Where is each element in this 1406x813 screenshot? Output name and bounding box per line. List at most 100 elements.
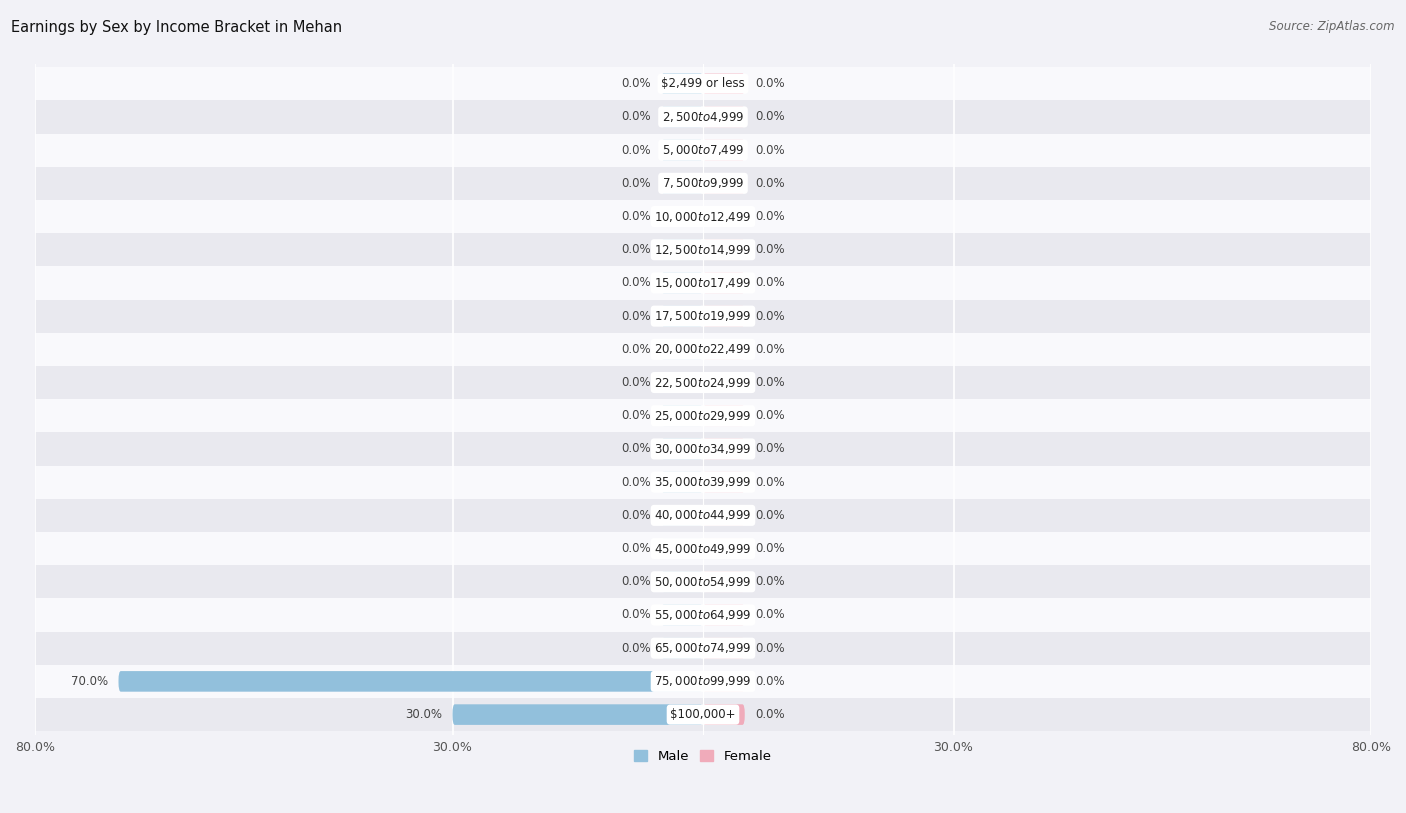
- Bar: [35, 433, 1371, 466]
- Text: 0.0%: 0.0%: [621, 476, 651, 489]
- Text: 0.0%: 0.0%: [755, 111, 785, 124]
- Text: 0.0%: 0.0%: [755, 144, 785, 157]
- Text: 0.0%: 0.0%: [755, 243, 785, 256]
- Text: 0.0%: 0.0%: [621, 542, 651, 555]
- Text: $12,500 to $14,999: $12,500 to $14,999: [654, 243, 752, 257]
- Text: $65,000 to $74,999: $65,000 to $74,999: [654, 641, 752, 655]
- Text: $20,000 to $22,499: $20,000 to $22,499: [654, 342, 752, 356]
- Text: $50,000 to $54,999: $50,000 to $54,999: [654, 575, 752, 589]
- FancyBboxPatch shape: [703, 538, 745, 559]
- FancyBboxPatch shape: [661, 73, 703, 94]
- FancyBboxPatch shape: [703, 472, 745, 493]
- Text: 0.0%: 0.0%: [755, 576, 785, 589]
- Text: Earnings by Sex by Income Bracket in Mehan: Earnings by Sex by Income Bracket in Meh…: [11, 20, 343, 35]
- Text: $35,000 to $39,999: $35,000 to $39,999: [654, 475, 752, 489]
- Text: $40,000 to $44,999: $40,000 to $44,999: [654, 508, 752, 523]
- Text: $17,500 to $19,999: $17,500 to $19,999: [654, 309, 752, 323]
- Text: $7,500 to $9,999: $7,500 to $9,999: [662, 176, 744, 190]
- FancyBboxPatch shape: [661, 472, 703, 493]
- Text: $10,000 to $12,499: $10,000 to $12,499: [654, 210, 752, 224]
- FancyBboxPatch shape: [703, 572, 745, 592]
- FancyBboxPatch shape: [661, 638, 703, 659]
- Text: 0.0%: 0.0%: [621, 442, 651, 455]
- Text: 0.0%: 0.0%: [621, 343, 651, 356]
- Text: $30,000 to $34,999: $30,000 to $34,999: [654, 442, 752, 456]
- Bar: [35, 133, 1371, 167]
- FancyBboxPatch shape: [661, 538, 703, 559]
- FancyBboxPatch shape: [703, 372, 745, 393]
- FancyBboxPatch shape: [453, 704, 703, 725]
- Text: 0.0%: 0.0%: [755, 210, 785, 223]
- Text: 70.0%: 70.0%: [72, 675, 108, 688]
- Text: $2,500 to $4,999: $2,500 to $4,999: [662, 110, 744, 124]
- FancyBboxPatch shape: [703, 272, 745, 293]
- Bar: [35, 399, 1371, 433]
- Text: 30.0%: 30.0%: [405, 708, 443, 721]
- FancyBboxPatch shape: [661, 173, 703, 193]
- FancyBboxPatch shape: [661, 107, 703, 127]
- Bar: [35, 698, 1371, 731]
- FancyBboxPatch shape: [661, 406, 703, 426]
- Bar: [35, 200, 1371, 233]
- Text: 0.0%: 0.0%: [755, 509, 785, 522]
- FancyBboxPatch shape: [703, 406, 745, 426]
- Bar: [35, 665, 1371, 698]
- Text: 0.0%: 0.0%: [755, 376, 785, 389]
- FancyBboxPatch shape: [703, 605, 745, 625]
- Text: 0.0%: 0.0%: [621, 409, 651, 422]
- Text: $5,000 to $7,499: $5,000 to $7,499: [662, 143, 744, 157]
- Bar: [35, 100, 1371, 133]
- Text: $25,000 to $29,999: $25,000 to $29,999: [654, 409, 752, 423]
- Text: 0.0%: 0.0%: [621, 243, 651, 256]
- Text: $2,499 or less: $2,499 or less: [661, 77, 745, 90]
- Text: 0.0%: 0.0%: [755, 276, 785, 289]
- Text: 0.0%: 0.0%: [755, 442, 785, 455]
- Text: 0.0%: 0.0%: [755, 641, 785, 654]
- Text: $45,000 to $49,999: $45,000 to $49,999: [654, 541, 752, 555]
- Text: 0.0%: 0.0%: [755, 409, 785, 422]
- Text: $100,000+: $100,000+: [671, 708, 735, 721]
- FancyBboxPatch shape: [703, 240, 745, 260]
- FancyBboxPatch shape: [661, 572, 703, 592]
- Bar: [35, 299, 1371, 333]
- Text: 0.0%: 0.0%: [755, 542, 785, 555]
- Text: 0.0%: 0.0%: [621, 509, 651, 522]
- FancyBboxPatch shape: [703, 306, 745, 327]
- FancyBboxPatch shape: [703, 107, 745, 127]
- FancyBboxPatch shape: [703, 671, 745, 692]
- FancyBboxPatch shape: [703, 73, 745, 94]
- Bar: [35, 267, 1371, 299]
- FancyBboxPatch shape: [661, 439, 703, 459]
- Bar: [35, 466, 1371, 498]
- FancyBboxPatch shape: [661, 605, 703, 625]
- FancyBboxPatch shape: [118, 671, 703, 692]
- Bar: [35, 366, 1371, 399]
- Text: 0.0%: 0.0%: [755, 310, 785, 323]
- FancyBboxPatch shape: [703, 339, 745, 359]
- Text: 0.0%: 0.0%: [621, 144, 651, 157]
- Bar: [35, 632, 1371, 665]
- Bar: [35, 565, 1371, 598]
- Text: 0.0%: 0.0%: [755, 675, 785, 688]
- Text: 0.0%: 0.0%: [621, 210, 651, 223]
- FancyBboxPatch shape: [703, 505, 745, 526]
- Text: 0.0%: 0.0%: [755, 343, 785, 356]
- Text: 0.0%: 0.0%: [621, 641, 651, 654]
- FancyBboxPatch shape: [661, 339, 703, 359]
- FancyBboxPatch shape: [661, 240, 703, 260]
- Text: 0.0%: 0.0%: [621, 276, 651, 289]
- Legend: Male, Female: Male, Female: [628, 745, 778, 768]
- FancyBboxPatch shape: [661, 272, 703, 293]
- Text: 0.0%: 0.0%: [755, 77, 785, 90]
- Text: $22,500 to $24,999: $22,500 to $24,999: [654, 376, 752, 389]
- FancyBboxPatch shape: [661, 207, 703, 227]
- FancyBboxPatch shape: [661, 505, 703, 526]
- Bar: [35, 167, 1371, 200]
- Bar: [35, 532, 1371, 565]
- Text: $75,000 to $99,999: $75,000 to $99,999: [654, 675, 752, 689]
- Text: 0.0%: 0.0%: [755, 708, 785, 721]
- FancyBboxPatch shape: [703, 173, 745, 193]
- Text: Source: ZipAtlas.com: Source: ZipAtlas.com: [1270, 20, 1395, 33]
- FancyBboxPatch shape: [661, 372, 703, 393]
- Bar: [35, 598, 1371, 632]
